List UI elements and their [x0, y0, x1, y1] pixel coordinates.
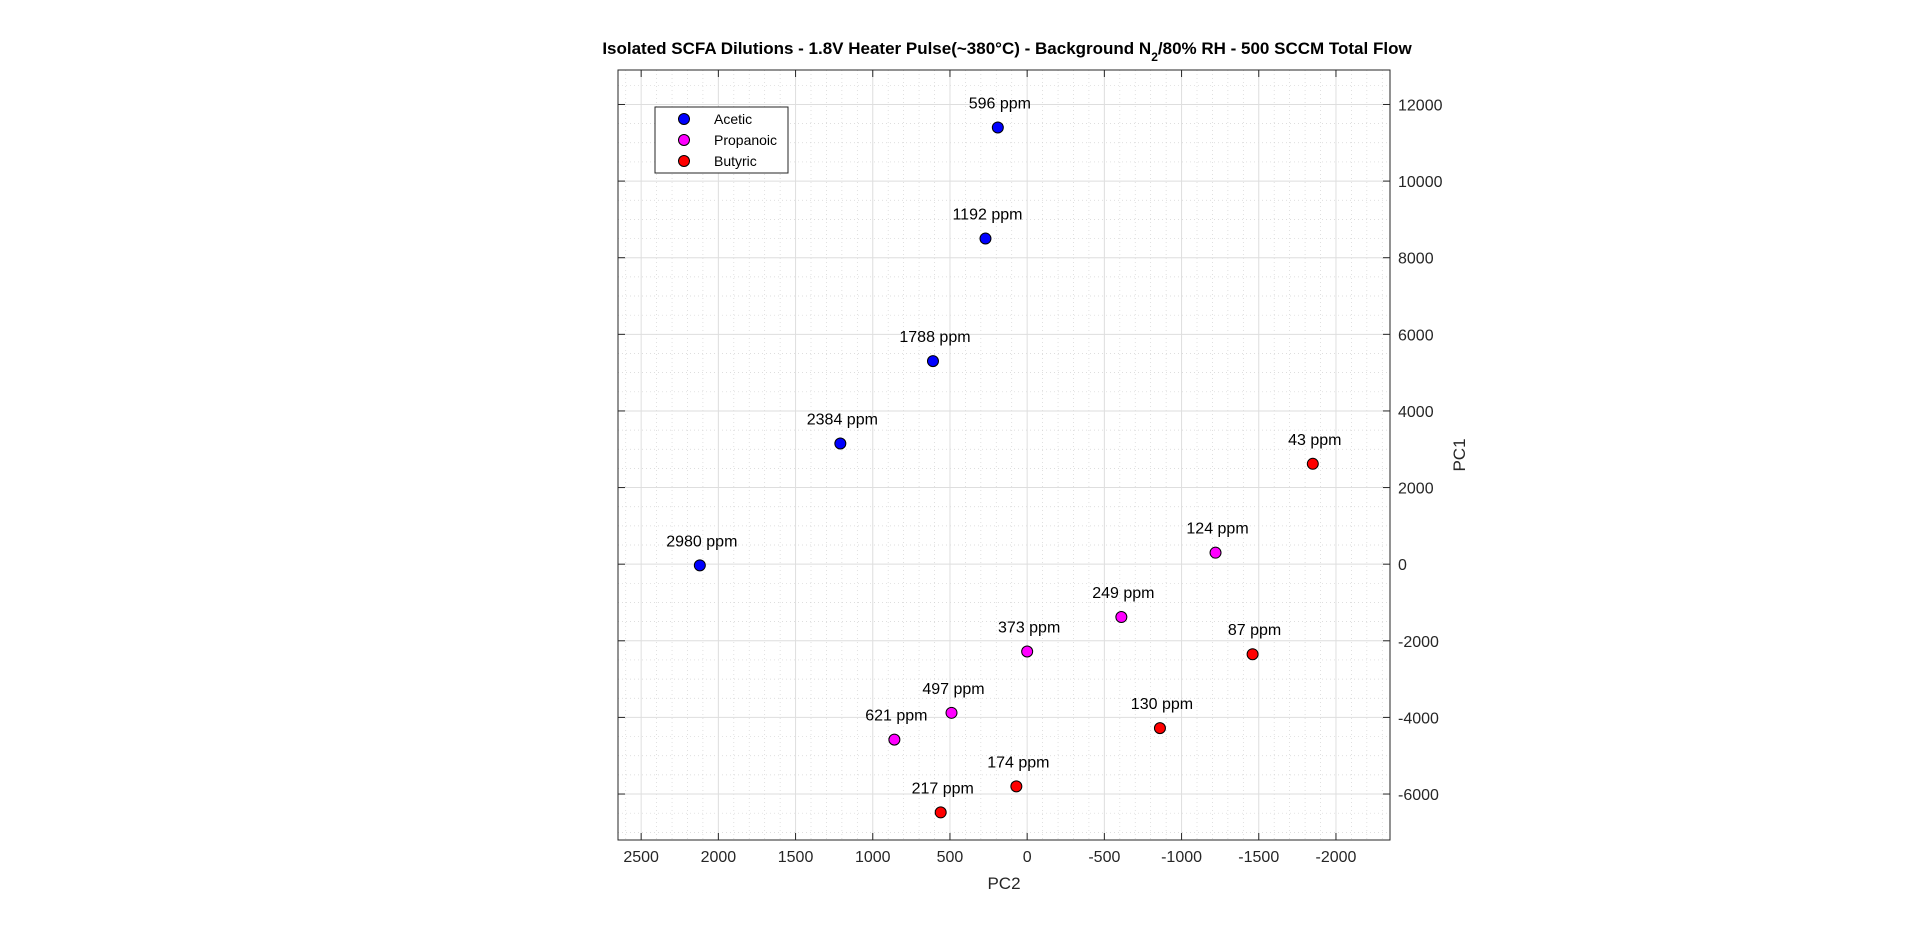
data-label-acetic: 1788 ppm	[899, 329, 970, 346]
x-tick-label: 0	[1023, 849, 1032, 866]
legend-box	[654, 106, 789, 174]
y-tick-label: -6000	[1398, 787, 1439, 804]
data-label-acetic: 2384 ppm	[807, 412, 878, 429]
x-tick-label: 2500	[623, 849, 659, 866]
legend-marker-propanoic	[678, 134, 690, 146]
y-tick-label: 10000	[1398, 174, 1443, 191]
data-label-propanoic: 497 ppm	[922, 681, 984, 698]
data-label-propanoic: 124 ppm	[1186, 521, 1248, 538]
data-label-propanoic: 621 ppm	[865, 708, 927, 725]
y-axis-label: PC1	[1450, 438, 1469, 471]
x-axis-label: PC2	[987, 874, 1020, 893]
plot-frame	[617, 69, 1391, 841]
legend-marker-acetic	[678, 113, 690, 125]
data-point-acetic	[693, 559, 706, 572]
y-tick-label: 2000	[1398, 481, 1434, 498]
legend-marker-butyric	[678, 155, 690, 167]
y-tick-label: -2000	[1398, 634, 1439, 651]
legend-item-acetic: Acetic	[678, 111, 752, 127]
data-label-butyric: 87 ppm	[1228, 622, 1281, 639]
y-tick-label: 12000	[1398, 97, 1443, 114]
data-point-propanoic	[1115, 611, 1128, 624]
data-label-butyric: 130 ppm	[1131, 696, 1193, 713]
data-point-acetic	[834, 437, 847, 450]
data-point-butyric	[934, 806, 947, 819]
x-tick-label: -2000	[1315, 849, 1356, 866]
legend-item-propanoic: Propanoic	[678, 132, 777, 148]
legend-label-propanoic: Propanoic	[714, 132, 777, 148]
data-label-butyric: 43 ppm	[1288, 432, 1341, 449]
grid-minor	[618, 70, 1390, 840]
data-label-butyric: 217 ppm	[912, 780, 974, 797]
chart-title: Isolated SCFA Dilutions - 1.8V Heater Pu…	[602, 39, 1412, 64]
y-tick-label: 0	[1398, 557, 1407, 574]
y-axis-ticks: -6000 -4000 -2000 0 2000 4000 6000 8000 10000 120…	[618, 97, 1443, 804]
chart-title-rest: /80% RH - 500 SCCM Total Flow	[1158, 39, 1413, 58]
data-marks	[693, 121, 1319, 819]
point-labels: 596 ppm 1192 ppm 1788 ppm 2384 ppm 2980 ppm 1…	[666, 95, 1341, 797]
plot-area: 596 ppm 1192 ppm 1788 ppm 2384 ppm 2980 ppm 1…	[617, 69, 1391, 841]
data-label-propanoic: 373 ppm	[998, 620, 1060, 637]
data-point-propanoic	[1209, 546, 1222, 559]
x-tick-label: 1000	[855, 849, 891, 866]
y-tick-label: 6000	[1398, 327, 1434, 344]
data-point-acetic	[979, 232, 992, 245]
legend: Acetic Propanoic Butyric	[654, 106, 789, 174]
plot-background	[618, 70, 1390, 840]
x-axis-ticks: 2500 2000 1500 1000 500 0 -500 -1000 -1500 -2000	[623, 70, 1357, 866]
data-label-acetic: 596 ppm	[969, 95, 1031, 112]
x-tick-label: -500	[1088, 849, 1120, 866]
data-label-propanoic: 249 ppm	[1092, 585, 1154, 602]
data-point-butyric	[1010, 780, 1023, 793]
data-point-butyric	[1246, 648, 1259, 661]
x-tick-label: -1000	[1161, 849, 1202, 866]
data-point-propanoic	[1021, 645, 1034, 658]
data-point-propanoic	[945, 706, 958, 719]
data-point-acetic	[926, 355, 939, 368]
grid-major	[618, 70, 1390, 840]
data-point-acetic	[991, 121, 1004, 134]
y-tick-label: -4000	[1398, 710, 1439, 727]
data-point-butyric	[1153, 722, 1166, 735]
legend-item-butyric: Butyric	[678, 153, 757, 169]
data-label-acetic: 2980 ppm	[666, 533, 737, 550]
data-point-propanoic	[888, 733, 901, 746]
data-label-acetic: 1192 ppm	[952, 207, 1022, 224]
x-tick-label: 1500	[778, 849, 814, 866]
legend-label-butyric: Butyric	[714, 153, 757, 169]
y-tick-label: 4000	[1398, 404, 1434, 421]
y-tick-label: 8000	[1398, 251, 1434, 268]
chart-title-subscript: 2	[1151, 50, 1158, 64]
x-tick-label: 500	[937, 849, 964, 866]
chart-title-main: Isolated SCFA Dilutions - 1.8V Heater Pu…	[602, 39, 1151, 58]
data-point-butyric	[1306, 457, 1319, 470]
x-tick-label: -1500	[1238, 849, 1279, 866]
legend-label-acetic: Acetic	[714, 111, 752, 127]
data-label-butyric: 174 ppm	[987, 754, 1049, 771]
x-tick-label: 2000	[701, 849, 737, 866]
